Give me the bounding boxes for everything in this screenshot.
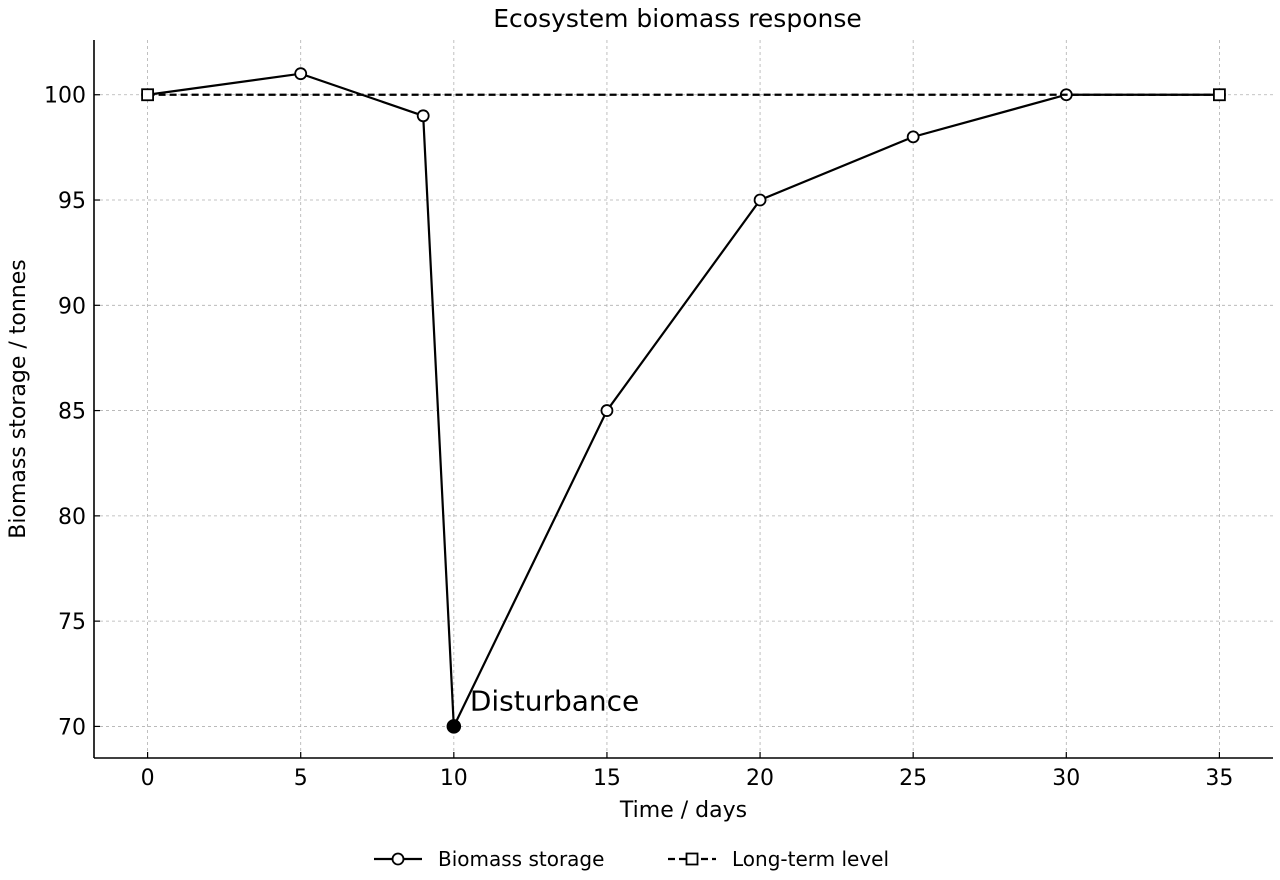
x-axis-label: Time / days xyxy=(619,798,747,823)
y-tick-label: 100 xyxy=(44,84,86,109)
plot-area xyxy=(141,67,1226,727)
x-tick-label: 25 xyxy=(899,766,927,791)
data-point xyxy=(600,404,614,417)
legend-label: Biomass storage xyxy=(438,847,604,871)
x-tick-label: 0 xyxy=(141,766,155,791)
x-tick-label: 20 xyxy=(746,766,774,791)
x-tick-label: 15 xyxy=(593,766,621,791)
grid xyxy=(94,40,1273,758)
data-point xyxy=(294,67,308,81)
legend-entry: Long-term level xyxy=(668,847,889,871)
chart-title: Ecosystem biomass response xyxy=(493,4,862,33)
data-point xyxy=(1213,88,1226,102)
x-tick-label: 5 xyxy=(294,766,308,791)
legend-marker xyxy=(391,852,405,866)
y-tick-label: 75 xyxy=(58,610,86,635)
x-tick-label: 30 xyxy=(1052,766,1080,791)
data-point xyxy=(416,109,430,123)
data-point xyxy=(753,193,767,207)
y-tick-label: 70 xyxy=(58,715,86,740)
data-point xyxy=(906,130,920,144)
data-point xyxy=(141,88,154,102)
legend-entry: Biomass storage xyxy=(374,847,604,871)
legend: Biomass storage Long-term level xyxy=(374,847,889,871)
disturbance-point xyxy=(446,719,462,734)
axes: 0 5 10 15 20 25 30 35 70 75 80 85 90 95 100 xyxy=(44,40,1273,791)
x-tick-label: 35 xyxy=(1205,766,1233,791)
series-biomass-storage xyxy=(141,67,1226,727)
annotations: Disturbance xyxy=(446,684,639,734)
y-tick-label: 95 xyxy=(58,189,86,214)
x-tick-label: 10 xyxy=(440,766,468,791)
series-long-term-level xyxy=(141,88,1226,102)
legend-marker xyxy=(685,852,699,866)
y-tick-label: 85 xyxy=(58,400,86,425)
series-line xyxy=(147,72,1220,727)
legend-label: Long-term level xyxy=(732,847,889,871)
y-axis-label: Biomass storage / tonnes xyxy=(6,259,31,538)
annotation-label: Disturbance xyxy=(470,684,639,717)
y-tick-label: 80 xyxy=(58,505,86,530)
y-tick-label: 90 xyxy=(58,294,86,319)
